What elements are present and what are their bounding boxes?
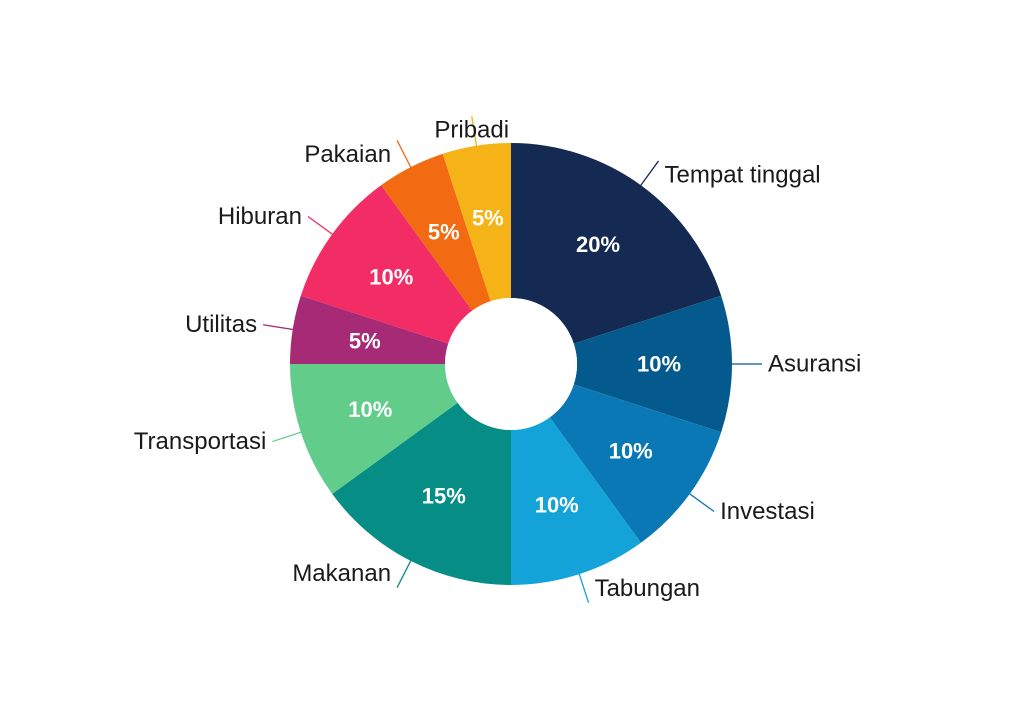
category-label-pakaian: Pakaian xyxy=(304,141,391,168)
leader-line-tabungan xyxy=(571,551,590,603)
value-label-tabungan: 10% xyxy=(535,492,579,517)
value-label-tempat-tinggal: 20% xyxy=(576,232,620,257)
category-label-asuransi: Asuransi xyxy=(768,351,861,378)
category-labels-group: Tempat tinggal Asuransi Investasi Tabungan M… xyxy=(134,117,862,603)
value-label-pakaian: 5% xyxy=(428,220,460,245)
slice-transportasi xyxy=(290,364,458,494)
value-label-transportasi: 10% xyxy=(348,397,392,422)
value-label-pribadi: 5% xyxy=(472,205,504,230)
category-label-pribadi: Pribadi xyxy=(434,117,509,144)
slice-tabungan xyxy=(511,417,641,585)
leader-line-investasi xyxy=(669,479,715,513)
slice-hiburan xyxy=(300,185,473,344)
category-label-investasi: Investasi xyxy=(720,498,815,525)
slice-pakaian xyxy=(381,153,491,311)
value-labels-group: 20% 10% 10% 10% 15% 10% 5% 10% 5% 5% xyxy=(348,205,681,517)
value-label-hiburan: 10% xyxy=(369,265,413,290)
leader-lines-group xyxy=(262,115,762,603)
slice-pribadi xyxy=(442,143,511,302)
category-label-hiburan: Hiburan xyxy=(218,203,302,230)
value-label-utilitas: 5% xyxy=(349,328,381,353)
slice-tempat-tinggal xyxy=(511,143,722,344)
value-label-investasi: 10% xyxy=(609,438,653,463)
donut-hole xyxy=(445,298,577,430)
value-label-makanan: 15% xyxy=(422,483,466,508)
category-label-tempat-tinggal: Tempat tinggal xyxy=(665,161,821,188)
category-label-tabungan: Tabungan xyxy=(595,575,700,602)
category-label-makanan: Makanan xyxy=(292,560,391,587)
value-label-asuransi: 10% xyxy=(637,352,681,377)
leader-line-transportasi xyxy=(272,424,324,443)
leader-line-pakaian xyxy=(396,140,423,189)
slice-investasi xyxy=(549,384,722,543)
category-label-transportasi: Transportasi xyxy=(134,428,267,455)
leader-line-makanan xyxy=(396,539,423,588)
slice-utilitas xyxy=(290,295,449,364)
slice-asuransi xyxy=(573,295,732,433)
slice-makanan xyxy=(332,402,511,585)
leader-line-utilitas xyxy=(262,324,317,334)
leader-line-tempat-tinggal xyxy=(626,160,660,206)
leader-line-pribadi xyxy=(471,115,481,170)
slices-group xyxy=(290,143,732,585)
category-label-utilitas: Utilitas xyxy=(185,311,257,338)
leader-line-hiburan xyxy=(307,215,353,249)
